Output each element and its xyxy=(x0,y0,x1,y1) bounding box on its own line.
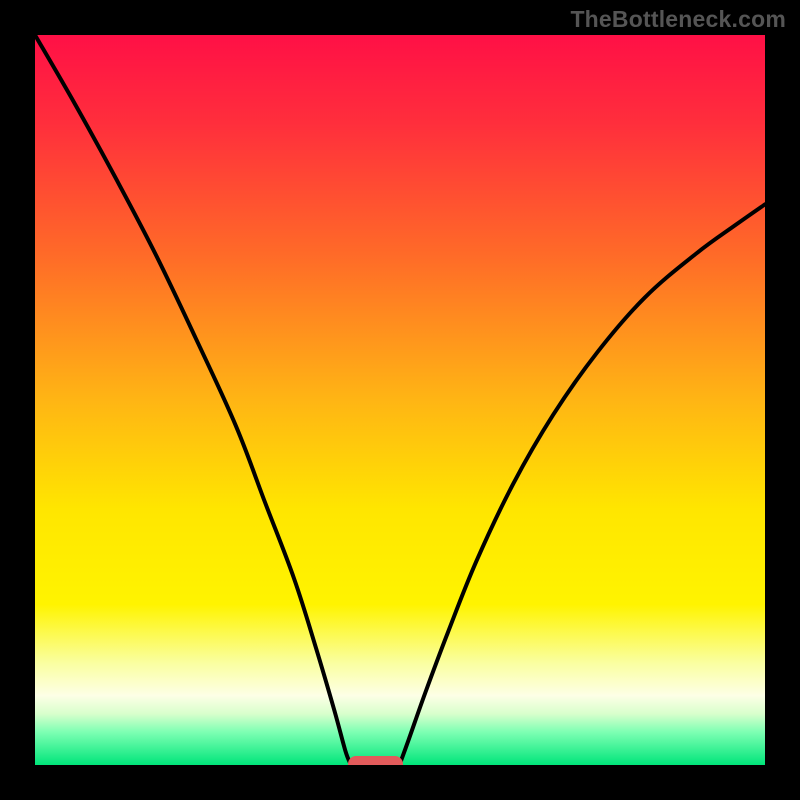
plot-area xyxy=(35,35,765,765)
chart-stage: TheBottleneck.com xyxy=(0,0,800,800)
watermark-text: TheBottleneck.com xyxy=(570,6,786,33)
bottleneck-marker xyxy=(348,756,403,766)
curve-left xyxy=(35,35,350,764)
curve-right xyxy=(400,204,765,763)
curve-layer xyxy=(35,35,765,765)
